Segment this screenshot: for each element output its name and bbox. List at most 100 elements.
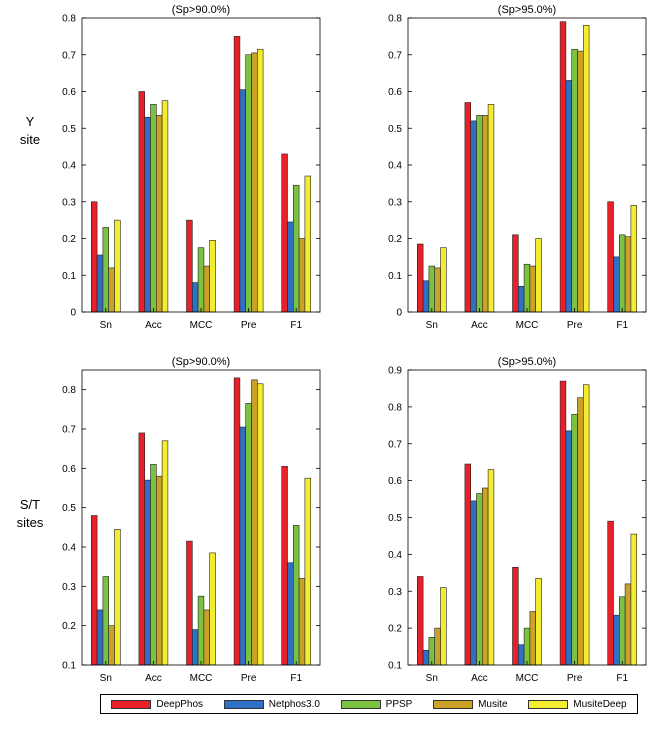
bar-musitedeep-acc [161,440,169,666]
legend-item-netphos: Netphos3.0 [223,698,320,710]
bar-musite-acc [156,115,163,313]
bar-ppsp-acc [476,115,483,313]
bar-ppsp-acc [150,464,157,666]
y-tick-label: 0.7 [388,439,402,450]
y-tick-label: 0 [396,308,402,319]
bar-musitedeep-sn [440,587,447,666]
legend-swatch-musite [433,699,474,709]
bar-netphos30-acc [470,120,477,313]
x-tick-label-sn: Sn [426,673,438,684]
x-tick-label-pre: Pre [567,320,583,331]
x-tick-label-acc: Acc [145,673,162,684]
bar-ppsp-sn [102,576,110,666]
bar-deepphos-mcc [512,566,519,666]
bar-ppsp-sn [102,227,110,313]
legend-item-ppsp: PPSP [340,698,413,710]
x-tick-label-f1: F1 [290,320,302,331]
bar-ppsp-acc [150,104,157,313]
x-tick-label-f1: F1 [290,673,302,684]
bar-musitedeep-pre [582,25,590,313]
chart-panel-4: (Sp>95.0%) 0.1 0.2 0.3 0.4 0.5 0.6 0.7 0.8 0.9 Sn A… [388,356,647,684]
chart-title: (Sp>95.0%) [498,356,556,368]
bar-netphos30-f1 [613,614,620,666]
bar-deepphos-mcc [186,540,193,666]
y-tick-label: 0.2 [62,234,76,245]
bar-ppsp-acc [476,493,483,666]
x-tick-label-pre: Pre [567,673,583,684]
y-tick-label: 0.3 [388,587,402,598]
bar-netphos30-acc [470,500,477,666]
bar-musitedeep-acc [161,100,169,313]
y-tick-label: 0.4 [388,550,402,561]
bar-netphos30-mcc [517,285,525,313]
chart-title: (Sp>95.0%) [498,4,556,16]
legend-item-musite: Musite [433,699,508,710]
bar-musitedeep-f1 [304,175,311,313]
legend-label-ppsp: PPSP [385,698,413,710]
bar-deepphos-sn [416,243,424,313]
bar-musitedeep-sn [440,247,447,313]
legend-label-netphos: Netphos3.0 [268,698,320,710]
bar-musite-sn [108,267,115,313]
bar-netphos30-acc [144,479,151,666]
bar-deepphos-mcc [512,234,519,313]
bar-musite-acc [156,475,163,666]
bar-musite-acc [481,487,489,666]
bar-deepphos-acc [138,432,145,666]
bar-musite-mcc [203,609,210,666]
y-tick-label: 0.2 [388,624,402,635]
row-label-y-line1: Y [25,114,35,129]
y-tick-label: 0.7 [62,425,76,436]
x-tick-label-sn: Sn [100,673,112,684]
y-tick-label: 0.5 [388,513,402,524]
bar-ppsp-f1 [292,525,300,666]
x-tick-label-acc: Acc [471,320,488,331]
bar-deepphos-pre [233,36,241,313]
bar-musitedeep-acc [487,104,495,313]
bar-netphos30-mcc [517,644,525,666]
y-tick-label: 0 [70,308,76,319]
y-tick-label: 0.5 [388,124,402,135]
x-tick-label-acc: Acc [471,673,488,684]
bar-deepphos-f1 [607,520,614,666]
y-tick-label: 0.4 [62,161,76,172]
x-tick-label-sn: Sn [426,320,438,331]
bar-ppsp-sn [428,637,435,666]
y-tick-label: 0.2 [62,621,76,632]
legend-swatch-deepphos [111,699,152,709]
bar-ppsp-sn [428,265,435,313]
y-tick-label: 0.4 [62,543,76,554]
bar-ppsp-pre [571,413,578,666]
x-tick-label-mcc: MCC [190,673,213,684]
x-tick-label-pre: Pre [241,673,257,684]
y-tick-label: 0.8 [62,14,76,25]
bar-netphos30-mcc [192,282,199,313]
bar-musitedeep-f1 [630,533,638,666]
bar-deepphos-sn [416,576,424,666]
y-tick-label: 0.7 [62,50,76,61]
bar-netphos30-sn [422,649,430,666]
x-tick-label-sn: Sn [100,320,112,331]
y-tick-label: 0.2 [388,234,402,245]
bar-musitedeep-f1 [304,477,311,666]
bar-netphos30-sn [96,609,104,666]
legend-item-musitedeep: MusiteDeep [528,698,627,710]
bar-musite-mcc [529,265,537,313]
bar-ppsp-mcc [523,627,531,666]
bar-musitedeep-mcc [535,238,542,313]
chart-panel-2: (Sp>95.0%) 0 0.1 0.2 0.3 0.4 0.5 0.6 0.7 0.8 Sn Acc… [388,4,647,331]
bar-musitedeep-pre [582,384,590,666]
legend-swatch-musitedeep [528,699,569,709]
chart-panel-1: (Sp>90.0%) 0 0.1 0.2 0.3 0.4 0.5 0.6 0.7 0.8 Sn Acc… [62,4,321,331]
bar-musite-f1 [298,238,306,313]
bar-deepphos-f1 [281,466,288,666]
row-label-st-line1: S/T [19,497,41,512]
bar-musitedeep-mcc [209,552,216,666]
legend-label-musitedeep: MusiteDeep [573,698,627,710]
y-tick-label: 0.6 [388,476,402,487]
y-tick-label: 0.3 [62,197,76,208]
x-tick-label-mcc: MCC [516,673,539,684]
bar-ppsp-pre [245,403,252,666]
bar-musitedeep-pre [256,48,264,313]
